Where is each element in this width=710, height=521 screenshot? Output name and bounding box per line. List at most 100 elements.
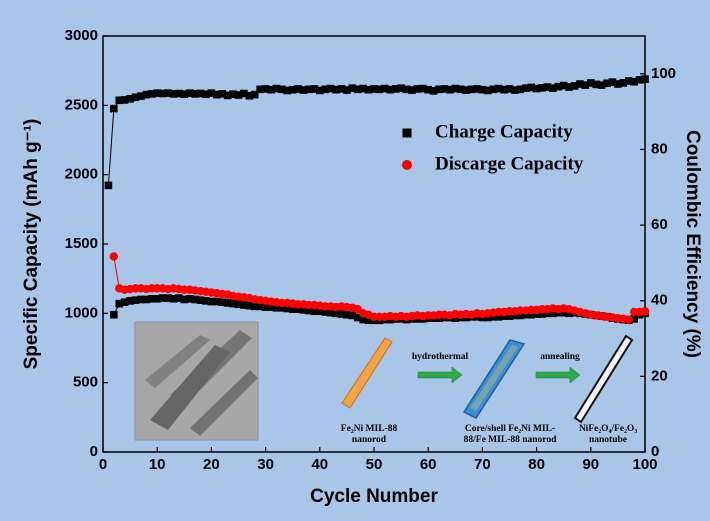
data-point — [218, 90, 227, 98]
data-point — [180, 90, 189, 99]
data-point — [424, 85, 432, 94]
data-point — [440, 85, 449, 93]
data-point — [223, 91, 232, 100]
x-axis-label: Cycle Number — [310, 486, 438, 507]
data-point — [500, 85, 508, 94]
data-point — [554, 82, 563, 91]
data-point — [332, 309, 340, 318]
data-point — [505, 85, 514, 93]
data-point — [115, 299, 124, 308]
data-point — [131, 296, 140, 304]
y2-tick-label: 40 — [651, 292, 668, 309]
data-point — [310, 307, 319, 316]
data-point — [283, 304, 292, 313]
data-point — [478, 85, 487, 94]
y2-tick-label: 20 — [651, 367, 668, 384]
data-point — [494, 84, 503, 93]
data-point — [175, 294, 183, 302]
data-point — [158, 294, 167, 302]
x-tick-label: 30 — [257, 456, 274, 473]
data-point — [272, 84, 281, 93]
data-point — [267, 303, 275, 311]
data-point — [418, 84, 427, 93]
data-point — [180, 295, 189, 304]
data-point — [462, 86, 470, 94]
data-point — [630, 77, 638, 86]
y2-tick-label: 0 — [651, 443, 659, 460]
data-point — [115, 96, 124, 105]
data-point — [147, 90, 156, 98]
data-point — [375, 85, 384, 94]
data-point — [272, 303, 281, 312]
data-point — [229, 299, 237, 308]
data-point — [321, 308, 330, 316]
x-tick-label: 10 — [149, 456, 166, 473]
data-point — [397, 84, 405, 92]
data-point — [126, 94, 134, 103]
data-point — [245, 91, 254, 100]
data-point — [343, 86, 351, 94]
data-point — [516, 85, 525, 94]
legend-marker — [402, 160, 412, 170]
data-point — [456, 85, 465, 94]
y-tick-label: 1000 — [65, 304, 98, 321]
data-point — [185, 294, 194, 303]
data-point — [169, 294, 178, 303]
data-point — [559, 81, 568, 90]
data-point — [446, 85, 454, 94]
data-point — [521, 84, 530, 92]
data-point — [527, 83, 535, 92]
data-point — [288, 305, 297, 313]
legend-label: Charge Capacity — [435, 121, 573, 142]
data-point — [381, 84, 389, 93]
data-point — [505, 312, 514, 320]
data-point — [370, 85, 378, 93]
data-point — [240, 89, 248, 98]
data-point — [185, 89, 194, 97]
data-point — [213, 297, 221, 306]
inset-label: Fe₂Ni MIL-88 — [341, 424, 398, 434]
x-tick-label: 80 — [528, 456, 545, 473]
data-point — [175, 89, 183, 98]
data-point — [348, 311, 357, 320]
data-point — [565, 83, 573, 91]
x-tick-label: 40 — [311, 456, 328, 473]
data-point — [316, 307, 324, 316]
data-point — [137, 92, 145, 100]
data-point — [142, 295, 151, 304]
data-point — [467, 85, 476, 94]
data-point — [218, 298, 227, 307]
data-point — [196, 89, 205, 98]
data-point — [278, 303, 286, 312]
data-point — [250, 90, 259, 99]
y2-tick-label: 100 — [651, 65, 676, 82]
x-tick-label: 90 — [582, 456, 599, 473]
data-point — [223, 299, 232, 307]
data-point — [126, 297, 134, 305]
data-point — [635, 76, 644, 84]
data-point — [359, 315, 367, 324]
data-point — [261, 85, 270, 93]
data-point — [202, 297, 210, 305]
x-tick-label: 0 — [99, 456, 107, 473]
inset-label: nanorod — [352, 435, 387, 445]
data-point — [587, 79, 595, 87]
data-point — [386, 85, 395, 94]
data-point — [326, 84, 335, 93]
data-point — [451, 84, 460, 93]
data-point — [288, 85, 297, 94]
data-point — [207, 89, 216, 97]
data-point — [538, 310, 546, 318]
data-point — [429, 87, 438, 95]
data-point — [267, 85, 275, 94]
data-point — [570, 82, 579, 90]
y-tick-label: 500 — [73, 374, 98, 391]
y-tick-label: 3000 — [65, 27, 98, 44]
inset-label: Core/shell Fe₂Ni MIL- — [465, 424, 555, 434]
y-tick-label: 2500 — [65, 96, 98, 113]
data-point — [321, 85, 330, 94]
data-point — [511, 86, 519, 94]
data-point — [402, 85, 411, 94]
x-tick-label: 60 — [420, 456, 437, 473]
